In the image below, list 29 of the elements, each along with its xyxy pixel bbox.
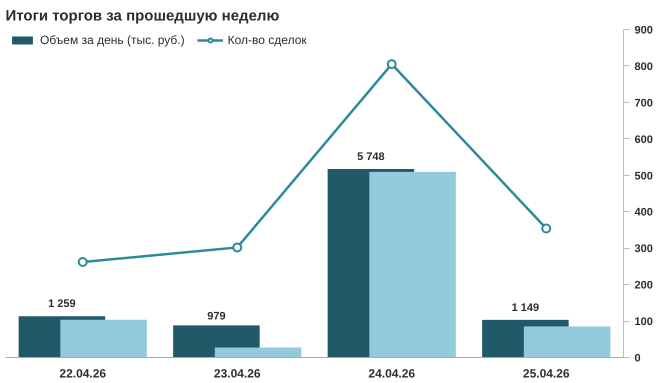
y2-tick-label: 700 xyxy=(634,97,653,110)
x-tick-label: 22.04.26 xyxy=(59,366,106,380)
legend-label: Объем за день (тыс. руб.) xyxy=(40,33,185,47)
y2-tick-label: 300 xyxy=(634,243,653,256)
y2-tick-label: 500 xyxy=(634,170,653,182)
x-tick-label: 23.04.26 xyxy=(214,366,261,380)
y2-tick-label: 800 xyxy=(634,60,653,73)
x-tick-label: 24.04.26 xyxy=(368,366,416,380)
data-label: 979 xyxy=(207,310,226,322)
point xyxy=(78,257,88,268)
legend-label: Кол-во сделок xyxy=(228,33,307,47)
chart-title: Итоги торгов за прошедшую неделю xyxy=(6,8,280,24)
y2-tick-label: 400 xyxy=(634,206,653,219)
bar xyxy=(60,320,147,358)
y2-tick-label: 900 xyxy=(634,24,653,36)
bar xyxy=(214,347,302,358)
y2-tick-label: 0 xyxy=(634,352,641,364)
bar xyxy=(369,172,456,358)
y2-tick-label: 600 xyxy=(634,134,653,146)
point xyxy=(232,242,242,252)
point xyxy=(541,223,552,234)
data-label: 1 259 xyxy=(48,298,76,310)
bar xyxy=(524,326,610,358)
y2-tick-label: 200 xyxy=(634,280,653,292)
y2-tick-label: 100 xyxy=(634,316,653,328)
data-label: 1 149 xyxy=(512,302,540,314)
data-label: 5 748 xyxy=(357,150,385,163)
x-tick-label: 25.04.26 xyxy=(522,366,570,380)
point xyxy=(386,59,397,70)
